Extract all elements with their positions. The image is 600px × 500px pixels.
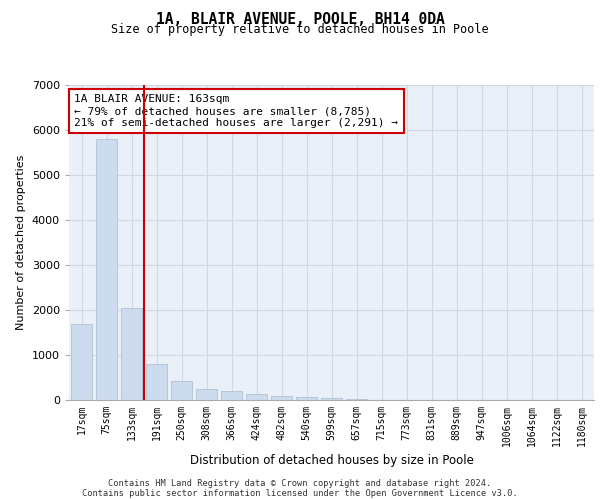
- Text: Size of property relative to detached houses in Poole: Size of property relative to detached ho…: [111, 22, 489, 36]
- Bar: [221, 391, 242, 400]
- Text: Contains HM Land Registry data © Crown copyright and database right 2024.: Contains HM Land Registry data © Crown c…: [109, 478, 491, 488]
- Bar: [146, 364, 167, 400]
- Bar: [71, 324, 92, 400]
- Bar: [346, 399, 367, 400]
- Bar: [96, 139, 117, 400]
- Text: Contains public sector information licensed under the Open Government Licence v3: Contains public sector information licen…: [82, 488, 518, 498]
- Text: 1A BLAIR AVENUE: 163sqm
← 79% of detached houses are smaller (8,785)
21% of semi: 1A BLAIR AVENUE: 163sqm ← 79% of detache…: [74, 94, 398, 128]
- Y-axis label: Number of detached properties: Number of detached properties: [16, 155, 26, 330]
- Bar: [121, 308, 142, 400]
- Bar: [171, 380, 192, 400]
- Text: 1A, BLAIR AVENUE, POOLE, BH14 0DA: 1A, BLAIR AVENUE, POOLE, BH14 0DA: [155, 12, 445, 28]
- Bar: [246, 394, 267, 400]
- Bar: [271, 396, 292, 400]
- X-axis label: Distribution of detached houses by size in Poole: Distribution of detached houses by size …: [190, 454, 473, 468]
- Bar: [296, 397, 317, 400]
- Bar: [196, 389, 217, 400]
- Bar: [321, 398, 342, 400]
